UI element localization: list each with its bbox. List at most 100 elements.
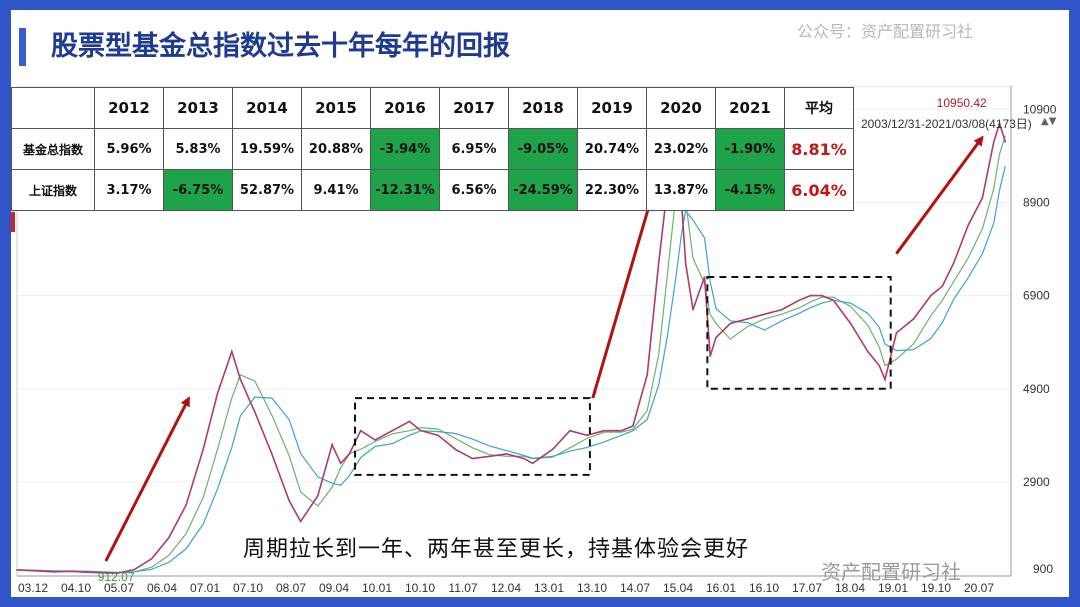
red-edge-marker [11,212,15,232]
x-tick-label: 13.01 [534,581,564,595]
table-header-row: 2012 2013 2014 2015 2016 2017 2018 2019 … [11,87,854,129]
data-point [133,568,136,571]
y-tick-label: 900 [1033,562,1053,576]
data-point [359,429,362,432]
data-point [981,196,984,199]
annotations: 912.07 10950.42 [98,96,987,584]
data-point [116,572,119,575]
data-point [798,299,800,302]
annual-returns-table: 2012 2013 2014 2015 2016 2017 2018 2019 … [11,87,854,211]
consolidation-box [706,275,892,390]
x-tick-label: 19.10 [921,581,951,595]
return-cell: -24.59% [508,169,578,211]
row-header: 上证指数 [11,169,95,211]
data-point [703,276,706,278]
value-label: 912.07 [98,570,135,584]
data-point [531,462,534,465]
x-tick-label: 09.04 [319,581,349,595]
table-corner-cell [11,87,95,129]
x-tick-label: 15.04 [663,581,693,595]
return-cell: 13.87% [646,169,716,211]
data-point [488,455,491,458]
row-header: 基金总指数 [11,128,95,170]
date-range-label: 2003/12/31-2021/03/08(4173日) [861,117,1032,131]
data-point [167,536,170,539]
x-tick-label: 12.04 [491,581,521,595]
data-point [437,434,439,437]
data-point [102,571,104,574]
data-point [471,457,474,460]
trend-arrow [895,135,984,255]
x-axis: 03.12 04.10 05.07 06.04 07.01 07.10 08.07 09.04… [17,575,1011,595]
year-header: 2012 [94,87,164,129]
x-tick-label: 07.10 [233,581,263,595]
x-tick-label: 06.04 [147,581,177,595]
x-tick-label: 16.10 [749,581,779,595]
data-point [684,262,687,264]
x-tick-label: 11.07 [448,581,477,595]
return-cell: -1.90% [715,128,785,170]
year-header: 2020 [646,87,716,129]
data-point [299,520,302,523]
data-point [849,322,852,325]
year-header: 2018 [508,87,578,129]
x-tick-label: 10.10 [405,581,435,595]
range-scroll-icon[interactable]: ▲▼ [1041,116,1057,127]
x-tick-label: 03.12 [18,581,48,595]
return-cell: 6.95% [439,128,509,170]
data-point [230,350,233,353]
x-tick-label: 19.01 [878,581,908,595]
data-point [331,443,334,446]
data-point [586,434,588,437]
data-point [185,504,187,507]
data-point [16,569,18,571]
x-tick-label: 20.07 [964,581,994,595]
x-tick-label: 10.01 [362,581,392,595]
data-point [692,308,694,311]
return-cell: -3.94% [370,128,440,170]
year-header: 2014 [232,87,302,129]
table-row: 基金总指数 5.96% 5.83% 19.59% 20.88% -3.94% 6… [11,128,854,170]
title-accent-bar [19,28,26,66]
data-point [253,411,256,413]
watermark-bottom: 资产配置研习社 [821,560,961,584]
data-point [821,294,823,297]
year-header: 2015 [301,87,371,129]
return-cell: 19.59% [232,128,302,170]
trend-arrow [104,396,191,562]
x-tick-label: 17.07 [792,581,822,595]
data-point [884,378,886,381]
data-point [53,570,56,573]
data-point [339,462,342,465]
y-tick-label: 6900 [1023,289,1050,303]
return-cell: 52.87% [232,169,302,211]
data-point [763,313,766,316]
data-point [239,378,242,381]
x-tick-label: 04.10 [61,581,91,595]
data-point [216,392,219,395]
year-header: 2017 [439,87,509,129]
average-header: 平均 [784,87,854,129]
page-title: 股票型基金总指数过去十年每年的回报 [51,31,510,62]
return-cell: 20.88% [301,128,371,170]
caption: 周期拉长到一年、两年甚至更长，持基体验会更好 [243,537,750,562]
return-cell: 5.83% [163,128,233,170]
data-point [36,569,38,572]
table-row: 上证指数 3.17% -6.75% 52.87% 9.41% -12.31% 6… [11,169,854,211]
data-point [391,429,394,432]
x-tick-label: 18.04 [835,581,865,595]
data-point [729,322,732,325]
data-point [420,429,422,432]
return-cell: -6.75% [163,169,233,211]
data-point [780,308,783,311]
data-point [202,448,205,451]
data-point [967,224,969,227]
return-cell: -4.15% [715,169,785,211]
return-cell: 3.17% [94,169,164,211]
return-cell: 6.56% [439,169,509,211]
data-point [895,331,898,334]
y-tick-label: 8900 [1023,195,1050,209]
y-tick-label: 10900 [1023,102,1057,116]
return-cell: 9.41% [301,169,371,211]
data-point [998,122,1001,125]
